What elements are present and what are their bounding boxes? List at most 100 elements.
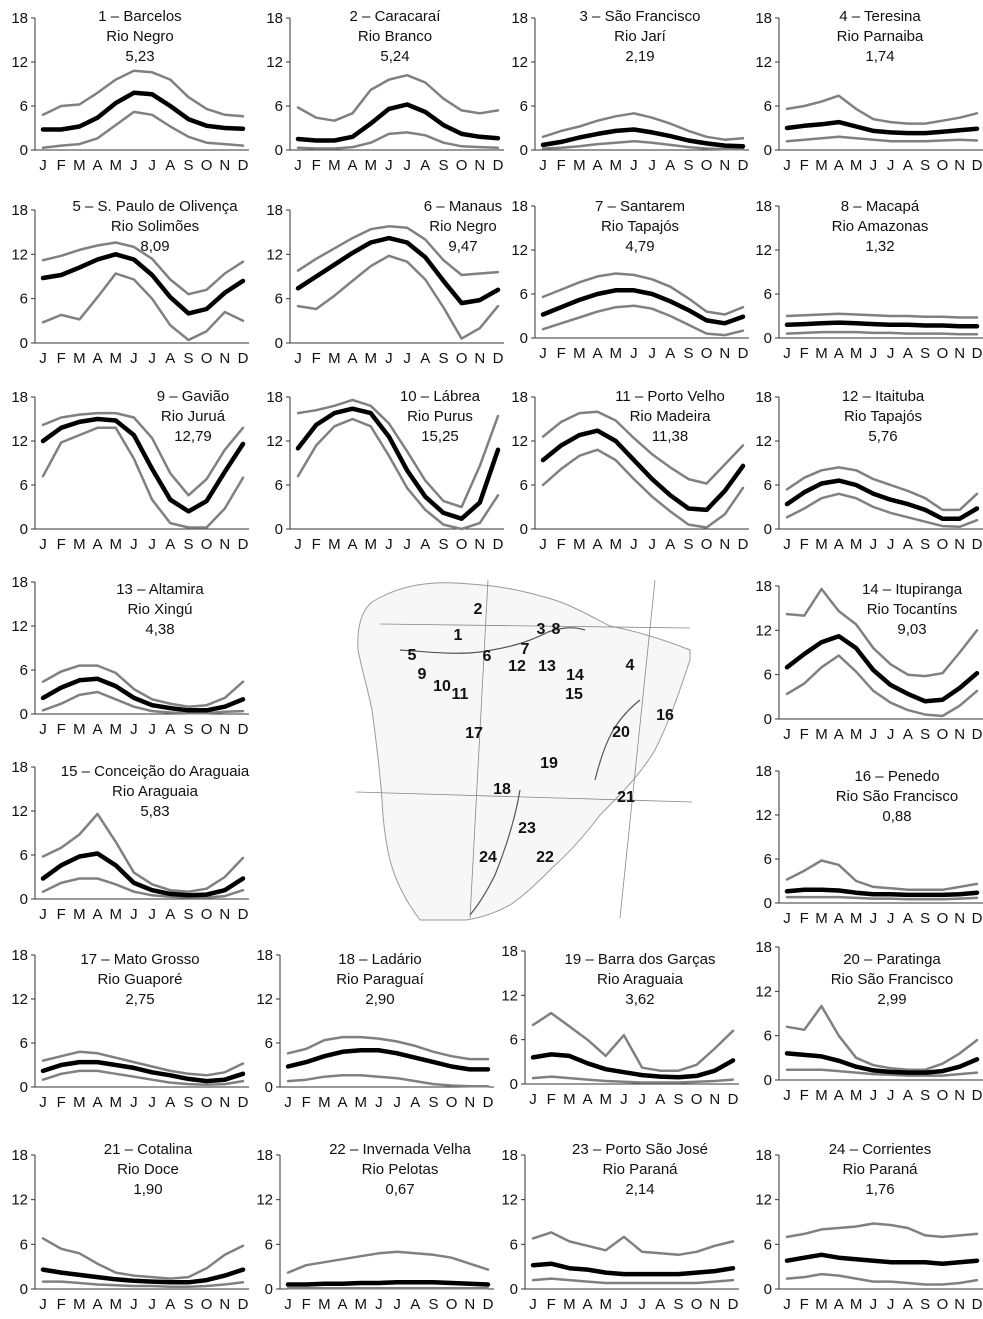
series-max-line [785,587,979,678]
x-tick-label: M [850,536,863,553]
x-tick-label: N [219,350,230,367]
series-min-line [541,304,745,337]
panel-title-river: Rio Purus [407,408,473,425]
map-station-label: 19 [540,755,558,772]
panel-title-station: 22 – Invernada Velha [329,1141,471,1158]
x-tick-label: F [800,536,809,553]
x-tick-label: O [201,721,213,738]
x-tick-label: N [954,1087,965,1104]
series-mean-line [784,320,980,329]
x-tick-label: M [73,536,86,553]
panel-amplitude-value: 2,99 [877,991,906,1008]
panel-title-station: 19 – Barra dos Garças [565,951,716,968]
x-tick-label: J [620,1296,628,1313]
x-tick-label: D [972,157,983,174]
x-tick-label: M [609,345,622,362]
y-tick-label: 12 [501,987,518,1004]
y-tick-label: 6 [520,98,528,115]
x-tick-label: M [354,1296,367,1313]
parana-river-line [469,789,521,916]
series-max-line [541,272,745,316]
x-tick-label: M [850,726,863,743]
x-tick-label: A [593,345,603,362]
y-tick-label: 12 [11,433,28,450]
x-tick-label: J [870,157,878,174]
series-mean-line [40,90,246,132]
panel-amplitude-value: 11,38 [652,428,688,445]
x-tick-label: M [73,906,86,923]
x-tick-label: F [547,1091,556,1108]
panel-title-station: 9 – Gavião [157,388,230,405]
y-tick-label: 6 [510,1032,518,1049]
series-max-line [41,411,245,497]
x-tick-label: J [529,1296,537,1313]
panel-title-station: 10 – Lábrea [400,388,481,405]
map-station-label: 15 [565,686,583,703]
x-tick-label: D [972,910,983,927]
x-tick-label: M [850,345,863,362]
series-mean-line [540,288,746,326]
x-tick-label: J [130,906,138,923]
sao-francisco-river-line [594,699,641,781]
x-tick-label: J [783,726,791,743]
y-tick-label: 18 [755,578,772,595]
x-tick-label: J [39,1296,47,1313]
x-tick-label: M [815,1087,828,1104]
panel-amplitude-value: 15,25 [421,428,459,445]
x-tick-label: J [39,906,47,923]
panel-title-river: Rio Paraná [602,1161,678,1178]
x-tick-label: J [130,350,138,367]
x-tick-label: J [648,345,656,362]
x-tick-label: A [93,906,103,923]
series-max-line [41,812,245,893]
x-tick-label: M [850,1087,863,1104]
panel-amplitude-value: 2,19 [625,48,654,65]
series-min-line [296,254,500,340]
x-tick-label: M [573,536,586,553]
x-tick-label: S [428,1094,438,1111]
x-tick-label: D [972,345,983,362]
y-tick-label: 12 [755,983,772,1000]
x-tick-label: F [557,157,566,174]
y-tick-label: 18 [511,198,528,215]
x-tick-label: S [920,536,930,553]
x-tick-label: M [573,345,586,362]
series-min-line [41,1280,245,1289]
panel-amplitude-value: 12,79 [174,428,212,445]
panel-title-river: Rio Araguaia [112,783,199,800]
y-tick-label: 18 [11,947,28,964]
panel-title-river: Rio Negro [106,28,174,45]
map-station-label: 20 [612,724,630,741]
x-tick-label: J [148,350,156,367]
x-tick-label: F [302,1296,311,1313]
x-tick-label: D [972,1087,983,1104]
y-tick-label: 6 [20,847,28,864]
x-tick-label: J [393,1296,401,1313]
x-tick-label: A [593,536,603,553]
x-tick-label: F [312,157,321,174]
panel-title-river: Rio Pelotas [362,1161,439,1178]
x-tick-label: N [464,1296,475,1313]
x-tick-label: O [937,536,949,553]
x-tick-label: O [201,536,213,553]
series-min-line [286,1074,490,1088]
y-tick-label: 6 [20,1236,28,1253]
series-mean-line [285,1280,491,1287]
panel-title-station: 2 – Caracaraí [350,8,442,25]
x-tick-label: J [148,721,156,738]
map-station-label: 4 [626,657,635,674]
series-max-line [541,410,745,485]
x-tick-label: J [870,910,878,927]
x-tick-label: J [638,1091,646,1108]
series-max-line [531,1231,735,1257]
x-tick-label: J [130,1094,138,1111]
panel-title-river: Rio Parnaiba [837,28,924,45]
series-max-line [541,112,745,141]
y-tick-label: 0 [20,521,28,538]
x-tick-label: F [547,1296,556,1313]
